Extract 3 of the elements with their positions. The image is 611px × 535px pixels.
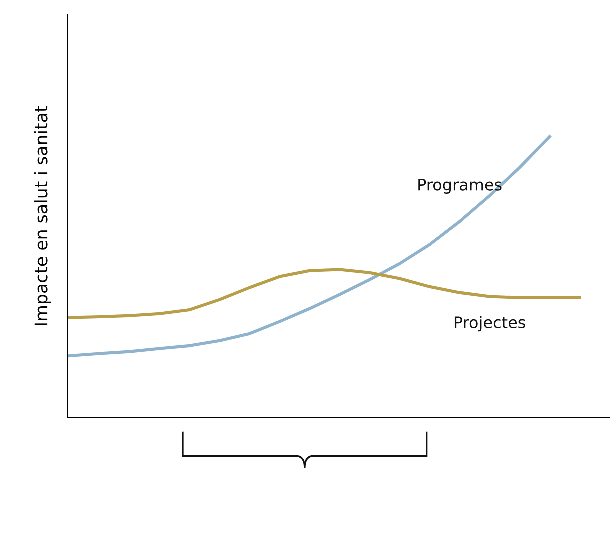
series-label: Projectes [454, 316, 526, 332]
y-axis-title: Impacte en salut i sanitat [34, 106, 52, 326]
series-label: Programes [418, 179, 502, 194]
